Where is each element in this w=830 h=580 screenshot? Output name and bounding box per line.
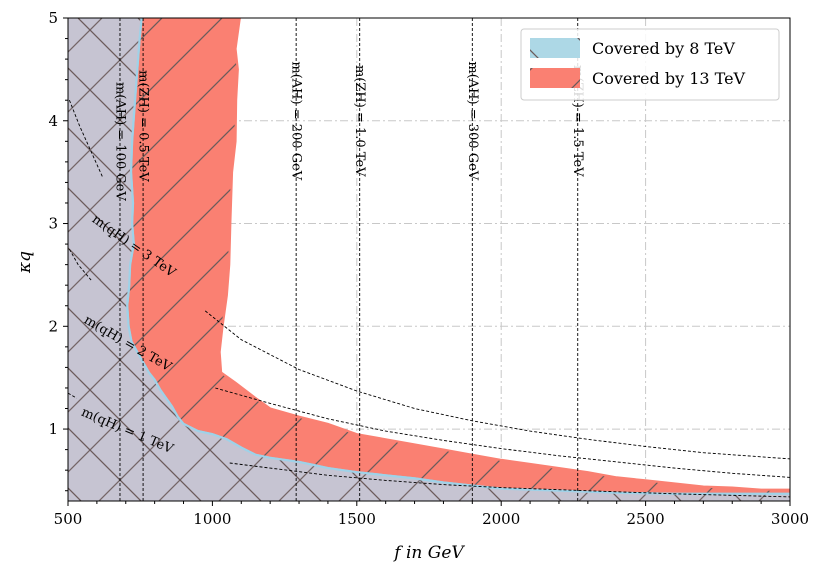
y-tick-label: 2 [48,317,58,335]
plot-frame [67,17,791,502]
y-tick-label: 4 [48,112,58,130]
contour-line-left [68,392,77,399]
y-tick-label: 3 [48,215,58,233]
legend: Covered by 8 TeV Covered by 13 TeV [520,28,780,101]
axis-ticks: 500 1000 1500 2000 2500 3000 1 2 3 4 5 [48,9,809,528]
mass-line-label: m(AH) = 100 GeV [112,82,127,201]
y-tick-label: 1 [48,420,58,438]
x-tick-label: 1000 [193,510,231,528]
coverage-regions [68,18,790,501]
mass-lines: m(AH) = 100 GeV m(ZH) = 0.5 TeV m(AH) = 20… [112,18,585,501]
x-tick-label: 2000 [482,510,520,528]
legend-box [520,28,780,101]
x-axis-label: f in GeV [392,543,465,563]
contour-line-left [68,100,104,178]
mass-line-label: m(ZH) = 0.5 TeV [136,70,151,182]
legend-hatch-8tev [530,38,580,58]
overlap-hatch-fwd [68,18,790,501]
contour-line [215,387,790,478]
y-tick-label: 5 [48,9,58,27]
legend-hatch-13tev [530,68,580,88]
contour-line-left [69,248,92,281]
contour-line [204,310,790,460]
region-edge [218,18,790,491]
mass-line-label: m(ZH) = 1.0 TeV [352,65,367,177]
mass-line-label: m(AH) = 300 GeV [465,61,480,180]
region-edge-8tev [126,18,790,495]
legend-label-8tev: Covered by 8 TeV [592,39,735,58]
legend-label-13tev: Covered by 13 TeV [592,69,746,88]
y-axis-label: κq [15,251,35,274]
mass-line-label: m(AH) = 200 GeV [289,61,304,180]
x-tick-label: 1500 [338,510,376,528]
x-tick-label: 500 [54,510,83,528]
x-tick-label: 3000 [771,510,809,528]
x-tick-label: 2500 [627,510,665,528]
contour-line [229,462,790,498]
